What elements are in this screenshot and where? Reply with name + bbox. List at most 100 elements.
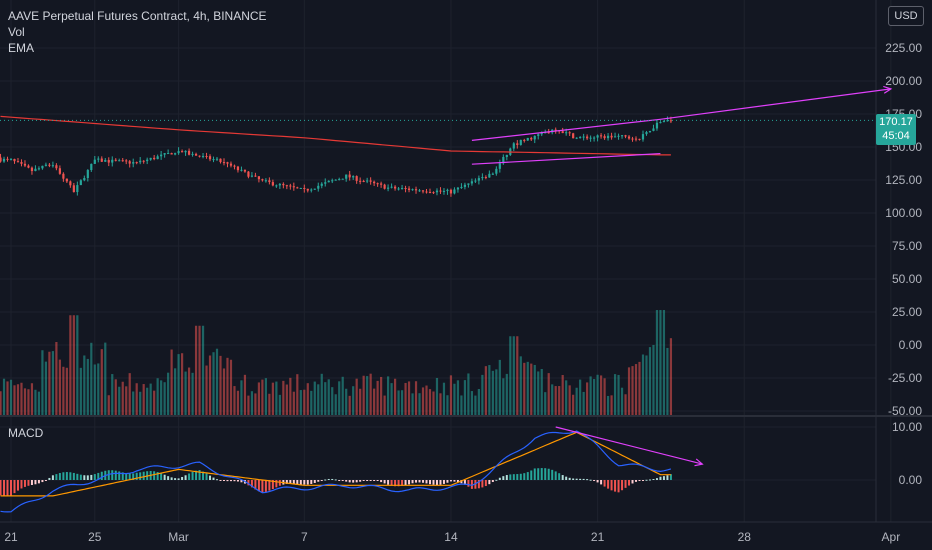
candle-body	[645, 132, 648, 135]
volume-bar	[153, 390, 156, 415]
candle-body	[44, 164, 48, 166]
candle-body	[222, 162, 226, 164]
macd-histogram-bar	[669, 474, 672, 480]
macd-histogram-bar	[167, 476, 170, 480]
candle-body	[631, 138, 634, 140]
macd-divergence-line	[555, 426, 703, 465]
candle-body	[240, 169, 243, 171]
volume-bar	[229, 359, 233, 415]
macd-histogram-bar	[188, 473, 191, 480]
candle-body	[205, 156, 208, 158]
macd-histogram-bar	[306, 480, 309, 485]
volume-bar	[13, 385, 16, 415]
candle-body	[76, 185, 79, 193]
macd-histogram-bar	[544, 468, 547, 480]
vol-indicator-label[interactable]: Vol	[8, 25, 25, 39]
macd-histogram-bar	[310, 480, 313, 484]
volume-bar	[111, 374, 114, 415]
time-tick-label: Apr	[882, 530, 901, 544]
candle-body	[292, 186, 295, 188]
candle-body	[376, 183, 379, 185]
candle-body	[215, 158, 219, 160]
volume-bar	[428, 389, 432, 415]
candle-body	[9, 158, 13, 160]
macd-indicator-label[interactable]: MACD	[8, 426, 44, 440]
candle-body	[331, 180, 334, 182]
volume-bar	[76, 315, 79, 415]
candle-body	[634, 138, 638, 140]
candle-body	[310, 189, 313, 191]
candle-body	[93, 159, 96, 164]
price-tick-label: 25.00	[892, 305, 922, 319]
macd-histogram-bar	[222, 480, 225, 481]
candle-body	[662, 121, 666, 123]
volume-bar	[174, 368, 177, 415]
macd-histogram-bar	[537, 468, 540, 480]
macd-histogram-bar	[264, 480, 267, 492]
macd-histogram-bar	[10, 480, 12, 496]
macd-histogram-bar	[195, 470, 198, 480]
candle-body	[495, 168, 498, 174]
candle-body	[449, 189, 453, 194]
macd-histogram-bar	[65, 472, 68, 480]
macd-histogram-bar	[257, 480, 260, 492]
volume-bar	[373, 388, 376, 415]
candle-body	[439, 190, 442, 192]
macd-histogram-bar	[394, 480, 397, 487]
candle-body	[16, 161, 20, 163]
volume-bar	[659, 310, 662, 415]
candle-body	[20, 162, 23, 164]
candle-body	[666, 120, 669, 122]
volume-bar	[83, 355, 86, 415]
macd-histogram-bar	[607, 480, 610, 489]
candle-body	[446, 189, 449, 191]
volume-bar	[359, 388, 362, 415]
macd-histogram-bar	[533, 468, 536, 480]
macd-histogram-bar	[641, 480, 644, 481]
candle-body	[268, 180, 271, 183]
macd-histogram-bar	[380, 480, 383, 483]
macd-histogram-bar	[435, 480, 438, 485]
candle-body	[359, 180, 362, 182]
price-tick-label: 200.00	[885, 74, 922, 88]
candle-body	[125, 160, 128, 162]
candle-body	[352, 176, 355, 178]
volume-bar	[453, 383, 456, 415]
candle-body	[425, 191, 428, 193]
macd-histogram-bar	[519, 473, 522, 480]
macd-tick-label: 0.00	[899, 473, 923, 487]
candle-body	[153, 157, 156, 160]
candle-body	[596, 135, 599, 138]
candle-body	[516, 143, 519, 145]
volume-bar	[247, 395, 250, 415]
currency-button[interactable]: USD	[888, 6, 924, 26]
macd-histogram-bar	[505, 475, 508, 480]
volume-bar	[558, 386, 561, 415]
macd-histogram-bar	[292, 480, 295, 484]
macd-histogram-bar	[422, 480, 425, 483]
candle-body	[397, 188, 400, 190]
candle-body	[278, 183, 281, 186]
candle-body	[659, 122, 662, 124]
candle-body	[219, 158, 222, 163]
macd-histogram-bar	[275, 480, 278, 488]
macd-histogram-bar	[401, 480, 404, 486]
macd-histogram-bar	[558, 473, 561, 480]
macd-histogram-bar	[338, 480, 341, 481]
volume-bar	[167, 372, 170, 415]
candle-body	[233, 165, 236, 167]
macd-histogram-bar	[331, 478, 334, 480]
volume-bar	[93, 364, 96, 415]
macd-histogram-bar	[495, 479, 498, 481]
macd-histogram-bar	[449, 480, 452, 482]
macd-histogram-bar	[128, 473, 131, 480]
ema-indicator-label[interactable]: EMA	[8, 41, 35, 55]
volume-bar	[334, 394, 337, 415]
macd-histogram-bar	[212, 477, 215, 480]
volume-bar	[407, 381, 411, 415]
volume-bar	[533, 364, 536, 415]
macd-histogram-bar	[439, 480, 442, 485]
macd-histogram-bar	[27, 480, 30, 486]
volume-bar	[505, 373, 508, 415]
